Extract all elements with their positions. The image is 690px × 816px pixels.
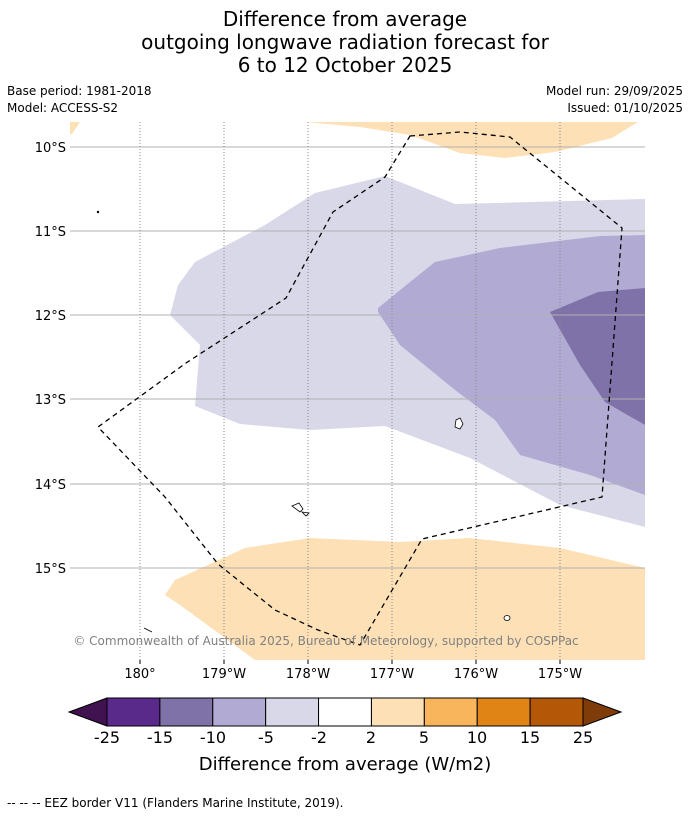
colorbar-segment [529, 697, 584, 727]
lat-label: 15°S [35, 562, 66, 577]
island-6 [96, 210, 100, 214]
colorbar-tick-label: -25 [94, 728, 120, 747]
meta-left: Base period: 1981-2018 Model: ACCESS-S2 [7, 83, 152, 117]
colorbar-tick-label: -10 [200, 728, 226, 747]
colorbar-segments [106, 697, 584, 727]
island-4 [503, 615, 511, 621]
title-line-1: Difference from average [222, 7, 468, 31]
model-name: Model: ACCESS-S2 [7, 101, 119, 115]
colorbar-segment [476, 697, 531, 727]
lon-label: 180° [124, 667, 155, 682]
colorbar-segment [370, 697, 425, 727]
lon-label: 177°W [370, 667, 414, 682]
lat-labels: 10°S 11°S 12°S 13°S 14°S 15°S [35, 141, 66, 577]
island-2 [291, 502, 304, 513]
colorbar-extend-high [582, 697, 623, 727]
model-run: Model run: 29/09/2025 [545, 84, 683, 98]
title-line-2: outgoing longwave radiation forecast for [141, 30, 549, 54]
anomaly-region-pos-top-left [70, 122, 80, 134]
colorbar-tick-label: -2 [311, 728, 327, 747]
lat-label: 11°S [35, 225, 66, 240]
lat-label: 10°S [35, 141, 66, 156]
lon-label: 176°W [454, 667, 498, 682]
map-area: © Commonwealth of Australia 2025, Bureau… [70, 122, 645, 660]
lat-label: 12°S [35, 309, 66, 324]
lon-label: 175°W [538, 667, 582, 682]
colorbar-tick-labels: -25 -15 -10 -5 -2 2 5 10 15 25 [94, 728, 593, 747]
lat-gridlines [70, 146, 645, 569]
anomaly-region-neg-5-10 [378, 235, 645, 495]
anomaly-region-neg-10-15 [550, 288, 645, 425]
colorbar-title: Difference from average (W/m2) [199, 754, 491, 775]
colorbar-tick-label: 10 [467, 728, 487, 747]
island-5 [143, 627, 153, 633]
colorbar-tick-label: -15 [147, 728, 173, 747]
colorbar-segment [423, 697, 478, 727]
lat-label: 14°S [35, 478, 66, 493]
colorbar-tick-label: 25 [573, 728, 593, 747]
copyright-text: © Commonwealth of Australia 2025, Bureau… [73, 634, 578, 648]
island-3 [300, 511, 310, 517]
colorbar-tick-label: 15 [520, 728, 540, 747]
colorbar-segment [106, 697, 161, 727]
lon-labels: 180° 179°W 178°W 177°W 176°W 175°W [124, 667, 582, 682]
colorbar-extend-low [67, 697, 108, 727]
colorbar-segment [318, 697, 372, 727]
anomaly-region-pos-top [305, 122, 638, 158]
island-1 [454, 417, 464, 430]
colorbar-segment [212, 697, 267, 727]
meta-right: Model run: 29/09/2025 Issued: 01/10/2025 [546, 83, 683, 117]
title-line-3: 6 to 12 October 2025 [237, 53, 453, 77]
colorbar-tick-label: -5 [258, 728, 274, 747]
islands [96, 210, 511, 633]
chart-title: Difference from average outgoing longwav… [0, 8, 690, 77]
colorbar-tick-label: 5 [419, 728, 429, 747]
lon-ticks [139, 660, 561, 664]
colorbar: -25 -15 -10 -5 -2 2 5 10 15 25 Differenc… [67, 697, 623, 775]
lat-label: 13°S [35, 393, 66, 408]
colorbar-segment [265, 697, 320, 727]
lon-label: 178°W [286, 667, 330, 682]
colorbar-tick-label: 2 [366, 728, 376, 747]
issued-date: Issued: 01/10/2025 [567, 101, 683, 115]
colorbar-segment [159, 697, 214, 727]
lon-label: 179°W [202, 667, 246, 682]
eez-legend: -- -- -- EEZ border V11 (Flanders Marine… [7, 796, 344, 810]
base-period: Base period: 1981-2018 [7, 84, 152, 98]
